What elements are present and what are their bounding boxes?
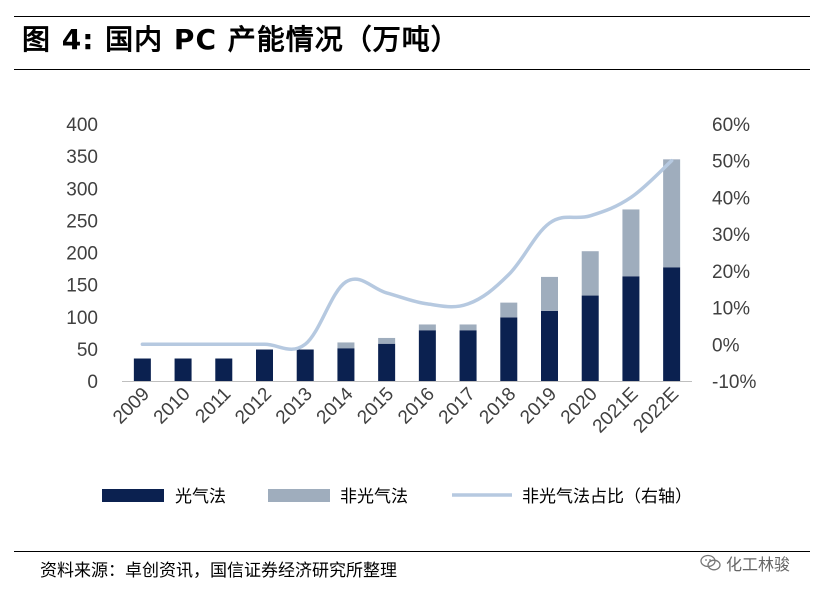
x-tick-label: 2010	[150, 384, 195, 429]
right-tick-label: 0%	[712, 335, 740, 356]
bar-nonphoto	[459, 324, 477, 331]
legend-label-photo: 光气法	[175, 487, 226, 507]
title-rule	[14, 69, 810, 70]
right-tick-label: 40%	[712, 188, 750, 209]
legend-label-share-line: 非光气法占比（右轴）	[522, 487, 692, 507]
bars	[133, 159, 681, 381]
right-tick-label: 10%	[712, 299, 750, 320]
x-tick-label: 2021E	[589, 384, 643, 438]
legend-swatch-photo	[102, 489, 164, 502]
bar-photo	[581, 295, 599, 381]
right-tick-label: 50%	[712, 152, 750, 173]
x-tick-label: 2022E	[629, 384, 683, 438]
bar-nonphoto	[581, 251, 599, 296]
wechat-icon	[700, 554, 721, 571]
bar-photo	[459, 330, 477, 381]
footer-rule	[14, 551, 810, 552]
legend-swatch-nonphoto	[268, 489, 330, 502]
left-tick-label: 250	[66, 211, 98, 232]
bar-photo	[418, 330, 436, 381]
bar-nonphoto	[337, 342, 355, 349]
bar-photo	[256, 349, 273, 381]
bar-nonphoto	[500, 302, 518, 318]
right-tick-label: -10%	[712, 372, 756, 393]
left-tick-label: 0	[87, 372, 98, 393]
bar-nonphoto	[541, 276, 558, 311]
x-tick-label: 2017	[435, 384, 480, 429]
right-tick-label: 60%	[712, 115, 750, 136]
bar-nonphoto	[622, 209, 640, 277]
bar-nonphoto	[663, 159, 681, 268]
bar-photo	[378, 343, 396, 381]
x-tick-label: 2013	[272, 384, 317, 429]
left-tick-label: 400	[66, 115, 98, 136]
left-tick-label: 200	[66, 244, 98, 265]
source-note: 资料来源：卓创资讯，国信证券经济研究所整理	[40, 561, 397, 581]
left-tick-label: 100	[66, 308, 98, 329]
right-tick-label: 20%	[712, 262, 750, 283]
bar-nonphoto	[418, 324, 436, 331]
x-tick-label: 2009	[109, 384, 154, 429]
x-tick-label: 2011	[192, 384, 236, 428]
x-tick-label: 2018	[476, 384, 521, 429]
x-axis: 2009201020112012201320142015201620172018…	[109, 383, 683, 437]
share-line-layer	[140, 158, 674, 351]
legend: 光气法 非光气法 非光气法占比（右轴）	[102, 487, 692, 507]
share-line	[140, 158, 674, 351]
right-axis: -10% 0% 10% 20% 30% 40% 50% 60%	[712, 115, 756, 393]
legend-label-nonphoto: 非光气法	[340, 487, 408, 507]
bar-photo	[174, 358, 192, 381]
top-rule	[14, 16, 810, 17]
watermark: 化工林骏	[700, 551, 790, 575]
bar-photo	[296, 349, 314, 381]
x-tick-label: 2016	[394, 384, 439, 429]
bar-photo	[500, 317, 518, 381]
chart-title: 图 4: 国内 PC 产能情况（万吨）	[22, 23, 460, 56]
x-tick-label: 2014	[313, 383, 358, 428]
bar-nonphoto	[378, 337, 396, 344]
left-tick-label: 300	[66, 179, 98, 200]
bar-photo	[663, 267, 681, 381]
left-tick-label: 50	[77, 340, 98, 361]
right-tick-label: 30%	[712, 225, 750, 246]
watermark-text: 化工林骏	[725, 555, 790, 574]
left-tick-label: 350	[66, 147, 98, 168]
bar-photo	[622, 276, 640, 381]
left-axis: 0 50 100 150 200 250 300 350 400	[66, 115, 98, 393]
bar-photo	[337, 348, 355, 381]
x-tick-label: 2012	[231, 384, 276, 429]
x-tick-label: 2019	[516, 384, 561, 429]
bar-photo	[541, 310, 558, 381]
left-tick-label: 150	[66, 276, 98, 297]
bar-photo	[215, 358, 233, 381]
bar-photo	[133, 358, 151, 381]
x-tick-label: 2015	[353, 384, 398, 429]
